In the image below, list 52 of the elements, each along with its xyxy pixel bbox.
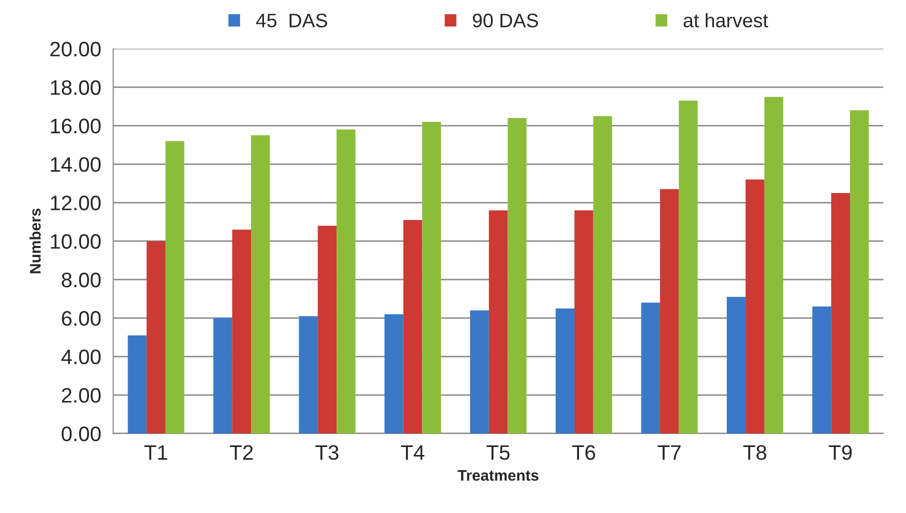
- y-tick-label: 6.00: [62, 311, 101, 326]
- bar: [298, 316, 318, 434]
- bar: [726, 296, 746, 434]
- bar: [146, 241, 166, 434]
- bar: [213, 318, 232, 434]
- legend-label: at harvest: [684, 13, 768, 28]
- legend-label: 90 DAS: [472, 14, 538, 28]
- x-tick-label: T7: [658, 445, 681, 460]
- y-tick-label: 16.00: [50, 118, 101, 134]
- bar: [232, 230, 252, 434]
- bar: [678, 100, 698, 434]
- y-tick-label: 20.00: [50, 42, 101, 56]
- bar: [422, 122, 441, 434]
- bar: [812, 306, 832, 434]
- bar: [660, 189, 679, 434]
- y-tick-label: 18.00: [50, 80, 101, 95]
- bar: [593, 116, 612, 434]
- bar: [508, 118, 527, 434]
- x-axis-title: Treatments: [458, 470, 538, 481]
- x-tick-label: T8: [743, 445, 766, 460]
- y-tick-label: 10.00: [50, 234, 101, 249]
- bar: [384, 314, 404, 434]
- bar: [165, 141, 184, 434]
- bar: [336, 130, 356, 434]
- bar: [556, 308, 574, 434]
- y-tick-label: 0.00: [62, 426, 101, 442]
- bar: [488, 210, 508, 434]
- bar: [574, 210, 594, 434]
- bar: [251, 135, 270, 434]
- x-tick-label: T3: [315, 445, 338, 460]
- x-tick-label: T5: [486, 445, 510, 460]
- bar: [470, 310, 489, 434]
- y-tick-label: 2.00: [62, 388, 101, 403]
- y-tick-label: 14.00: [50, 157, 101, 172]
- bar: [641, 302, 660, 434]
- bar: [128, 335, 147, 434]
- x-tick-label: T9: [828, 445, 852, 460]
- x-tick-label: T6: [572, 445, 596, 460]
- bar: [831, 193, 850, 434]
- y-axis-title: Numbers: [30, 208, 41, 274]
- y-tick-label: 4.00: [61, 350, 101, 364]
- bar: [318, 226, 337, 434]
- bar: [764, 96, 784, 434]
- legend-label: 45 DAS: [256, 14, 328, 28]
- bar: [403, 220, 422, 434]
- y-tick-label: 12.00: [50, 196, 101, 210]
- y-tick-label: 8.00: [62, 272, 101, 288]
- bar: [746, 180, 764, 434]
- x-tick-label: T4: [401, 445, 424, 460]
- bar: [850, 110, 869, 434]
- x-tick-label: T2: [230, 445, 253, 460]
- x-tick-label: T1: [144, 445, 168, 460]
